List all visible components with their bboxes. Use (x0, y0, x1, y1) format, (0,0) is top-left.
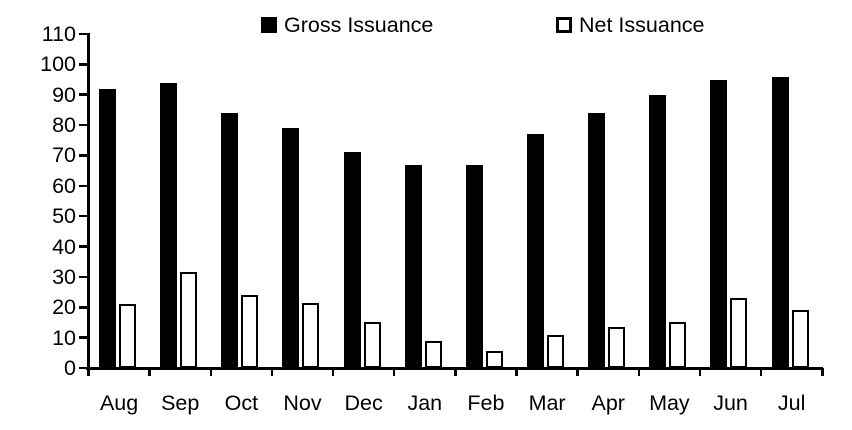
y-tick (79, 93, 87, 96)
gross-bar (588, 112, 606, 368)
x-tick (392, 368, 396, 376)
gross-bar (710, 79, 728, 368)
net-bar (791, 310, 809, 368)
gross-bar (221, 112, 239, 368)
x-axis-label: May (649, 391, 690, 415)
y-tick (79, 245, 87, 248)
net-bar (485, 351, 503, 368)
y-axis-label: 20 (52, 295, 76, 320)
gross-bar (160, 82, 178, 368)
x-tick (87, 368, 90, 376)
x-axis-label: Dec (344, 391, 383, 415)
y-axis-label: 50 (52, 204, 76, 229)
y-axis-line (87, 33, 90, 369)
net-bar (669, 322, 687, 368)
x-axis-label: Aug (99, 391, 139, 415)
x-axis-label: Jun (713, 391, 748, 415)
x-tick (576, 368, 579, 376)
y-tick (79, 336, 87, 339)
gross-bar (99, 88, 116, 368)
x-axis-label: Oct (224, 391, 259, 415)
net-issuance-legend-swatch-icon (556, 17, 572, 33)
y-axis-label: 70 (52, 143, 76, 168)
x-axis-label: Sep (161, 391, 200, 415)
x-tick (821, 368, 824, 376)
net-bar (424, 340, 442, 368)
y-tick (79, 63, 87, 66)
y-axis-label: 0 (64, 356, 76, 380)
x-tick (637, 368, 641, 376)
net-bar (302, 302, 320, 368)
net-bar (119, 304, 136, 368)
y-tick (79, 275, 87, 279)
legend-label-net-issuance: Net Issuance (579, 13, 705, 37)
net-bar (241, 295, 259, 368)
y-axis-label: 100 (40, 52, 76, 77)
gross-bar (649, 94, 667, 368)
x-tick (209, 368, 213, 376)
y-tick (79, 123, 87, 127)
y-axis-label: 40 (52, 234, 76, 259)
y-tick (79, 214, 87, 218)
x-tick (148, 368, 151, 376)
y-axis-label: 60 (52, 173, 76, 198)
y-tick (79, 184, 87, 188)
x-tick (515, 368, 518, 376)
x-axis-line (85, 366, 823, 370)
net-bar (363, 322, 381, 368)
y-axis-label: 110 (41, 22, 76, 46)
legend-label-gross-issuance: Gross Issuance (284, 13, 434, 37)
gross-bar (282, 128, 300, 368)
x-axis-label: Jul (777, 391, 806, 415)
y-tick (79, 306, 87, 309)
y-tick (79, 32, 87, 36)
legend-item-gross-issuance: Gross Issuance (261, 13, 433, 37)
gross-bar (343, 152, 361, 368)
y-axis-label: 90 (52, 82, 76, 107)
gross-issuance-legend-swatch-icon (261, 17, 277, 33)
x-tick (270, 368, 274, 376)
y-axis-label: 80 (52, 113, 76, 138)
net-bar (608, 327, 626, 368)
net-bar (730, 298, 748, 368)
net-bar (180, 272, 198, 368)
x-tick (698, 368, 702, 376)
legend-item-net-issuance: Net Issuance (556, 13, 704, 37)
y-tick (79, 154, 87, 157)
x-tick (454, 368, 457, 376)
x-axis-label: Feb (467, 391, 505, 415)
gross-bar (404, 164, 422, 368)
gross-bar (527, 134, 545, 368)
net-bar (547, 334, 565, 368)
y-axis-label: 10 (52, 325, 76, 350)
x-tick (331, 368, 335, 376)
x-axis-label: Mar (528, 391, 566, 415)
x-axis-label: Apr (591, 391, 625, 415)
gross-bar (465, 164, 483, 368)
y-tick (79, 366, 87, 370)
y-axis-label: 30 (52, 264, 76, 289)
x-axis-label: Nov (283, 391, 322, 415)
x-axis-label: Jan (407, 391, 443, 415)
x-tick (759, 368, 763, 376)
gross-bar (771, 76, 789, 368)
